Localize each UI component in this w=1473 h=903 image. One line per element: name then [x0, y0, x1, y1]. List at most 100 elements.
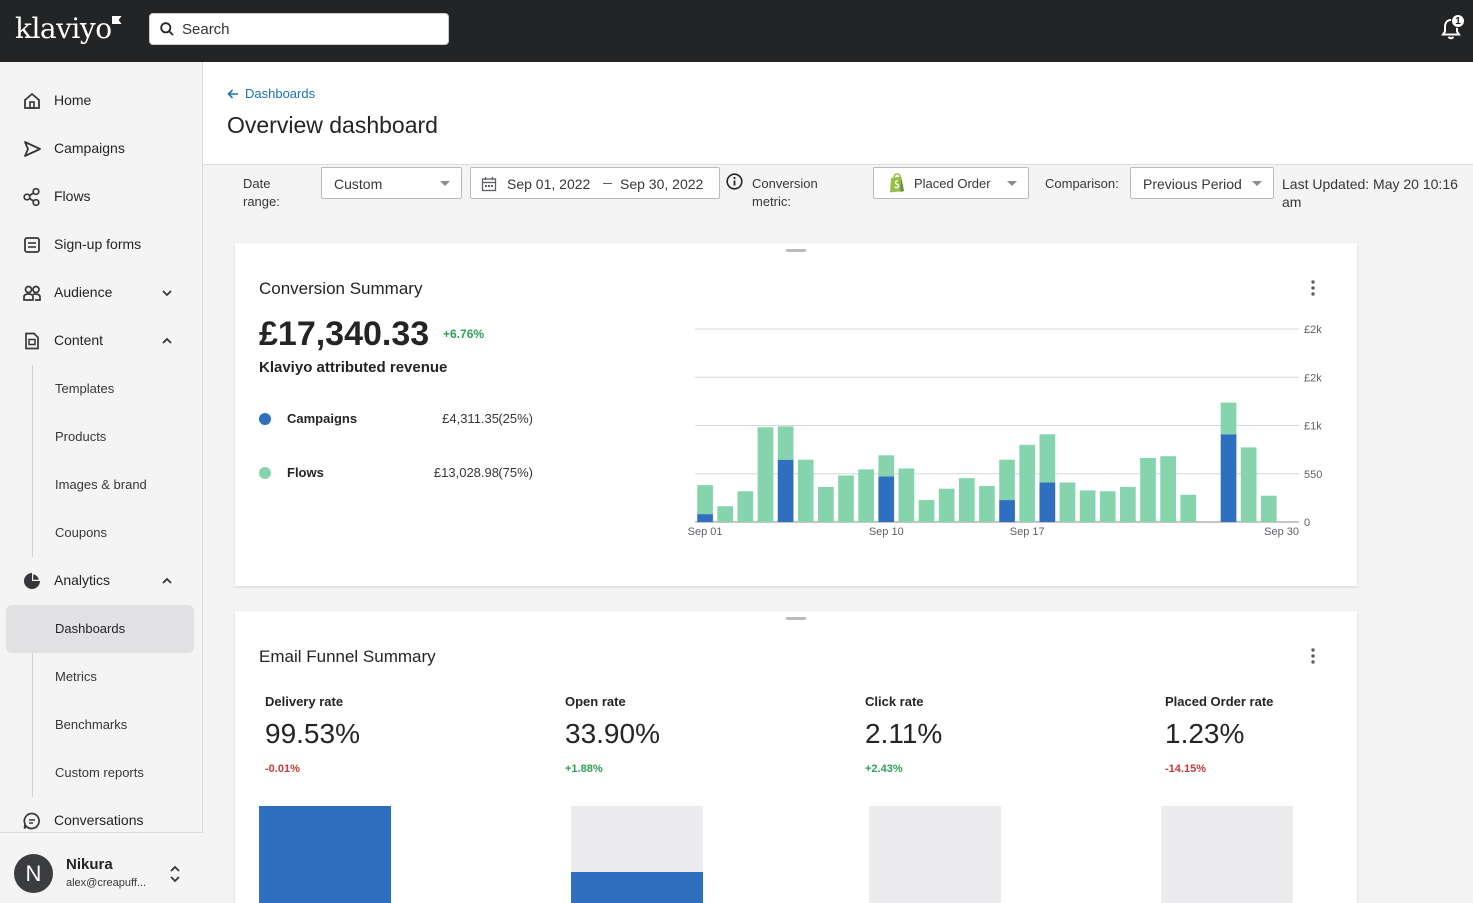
conversion-metric-select[interactable]: Placed Order [873, 167, 1029, 199]
user-name: Nikura [66, 856, 113, 873]
chevron-down-icon[interactable] [160, 286, 174, 300]
bar-segment-flows [1079, 490, 1096, 522]
sidebar-item-label: Home [54, 92, 92, 108]
chevron-up-down-icon[interactable] [168, 863, 182, 885]
sidebar-subitem-metrics[interactable]: Metrics [0, 653, 203, 701]
sidebar-subitem-label: Dashboards [55, 621, 126, 636]
people-icon [23, 285, 41, 301]
chevron-up-icon[interactable] [160, 334, 174, 348]
y-tick-label: £1k [1304, 421, 1322, 433]
more-options-icon[interactable] [1308, 279, 1318, 297]
sidebar-subitem-coupons[interactable]: Coupons [0, 509, 203, 557]
legend-percent: (75%) [498, 465, 533, 480]
sidebar-subitem-products[interactable]: Products [0, 413, 203, 461]
sidebar-subitem-label: Coupons [55, 525, 108, 540]
drag-handle[interactable] [786, 617, 806, 620]
sidebar-item-campaigns[interactable]: Campaigns [0, 125, 203, 173]
bar-segment-flows [1039, 434, 1056, 483]
sidebar-item-audience[interactable]: Audience [0, 269, 203, 317]
bar-segment-flows [1220, 402, 1237, 435]
sidebar-subitem-custom-reports[interactable]: Custom reports [0, 749, 203, 797]
shopify-icon [890, 173, 904, 193]
flow-icon [23, 187, 40, 207]
pie-chart-icon [24, 572, 41, 589]
drag-handle[interactable] [786, 249, 806, 252]
bar-segment-flows [757, 427, 774, 522]
funnel-bar-delivery [259, 806, 391, 903]
metric-label: Placed Order rate [1165, 694, 1274, 709]
x-tick-label: Sep 17 [1010, 526, 1045, 538]
bar-segment-flows [999, 459, 1015, 501]
notification-count-badge: 1 [1451, 14, 1465, 28]
sidebar-item-conversations[interactable]: Conversations [0, 797, 203, 845]
breadcrumb-link[interactable]: Dashboards [245, 86, 316, 101]
search-input[interactable] [182, 14, 442, 44]
sidebar-item-label: Sign-up forms [54, 236, 142, 252]
sidebar-item-analytics[interactable]: Analytics [0, 557, 203, 605]
home-icon [24, 92, 40, 109]
date-range-select[interactable]: Custom [321, 167, 462, 199]
metric-label: Delivery rate [265, 694, 344, 709]
conversion-metric-label: Conversion metric: [752, 176, 818, 209]
sidebar-item-home[interactable]: Home [0, 77, 203, 125]
card-title: Conversion Summary [259, 279, 423, 298]
user-email: alex@creapuff... [66, 877, 147, 889]
sidebar-subitem-label: Benchmarks [55, 717, 128, 732]
breadcrumb[interactable]: Dashboards [227, 86, 315, 101]
sidebar-subitem-templates[interactable]: Templates [0, 365, 203, 413]
sidebar-item-signup-forms[interactable]: Sign-up forms [0, 221, 203, 269]
comparison-select[interactable]: Previous Period [1130, 167, 1274, 199]
x-tick-label: Sep 30 [1264, 526, 1299, 538]
bar-segment-flows [878, 455, 895, 477]
bar-segment-flows [1019, 444, 1036, 522]
legend-name: Flows [287, 465, 324, 480]
chevron-up-icon[interactable] [160, 574, 174, 588]
funnel-bar-fill [571, 872, 703, 903]
metric-delta: +2.43% [865, 763, 903, 775]
chat-icon [23, 812, 40, 830]
metric-delta: +1.88% [565, 763, 603, 775]
bar-segment-campaigns [878, 476, 895, 522]
date-end[interactable]: Sep 30, 2022 [620, 176, 704, 192]
sidebar-subitem-benchmarks[interactable]: Benchmarks [0, 701, 203, 749]
info-icon[interactable] [726, 173, 743, 190]
sidebar-item-label: Flows [54, 188, 91, 204]
funnel-bar-fill [259, 806, 391, 903]
content-subnav-line [32, 365, 33, 557]
date-separator [603, 183, 612, 184]
metric-delta: -0.01% [265, 763, 300, 775]
revenue-bar-chart: 0 550 £1k £2k £2k Sep 01 Sep 10 Sep 17 Sep 30 [688, 324, 1323, 538]
sidebar-subitem-images-brand[interactable]: Images & brand [0, 461, 203, 509]
date-picker[interactable]: Sep 01, 2022 Sep 30, 2022 [470, 167, 720, 199]
y-tick-label: £2k [1304, 372, 1322, 384]
more-options-icon[interactable] [1308, 647, 1318, 665]
comparison-value: Previous Period [1143, 176, 1242, 192]
sidebar-item-flows[interactable]: Flows [0, 173, 203, 221]
sidebar-item-label: Analytics [54, 572, 111, 588]
bar-segment-flows [838, 475, 854, 522]
sidebar-item-label: Conversations [54, 812, 144, 828]
bar-segment-flows [737, 491, 754, 522]
bar-segment-flows [797, 459, 814, 522]
sidebar-subitem-label: Custom reports [55, 765, 144, 780]
bar-segment-flows [777, 426, 794, 460]
funnel-bar-open [571, 806, 703, 903]
klaviyo-logo[interactable]: klaviyo [15, 12, 122, 45]
legend-dot [259, 413, 271, 425]
date-start[interactable]: Sep 01, 2022 [507, 176, 591, 192]
page-header: Dashboards Overview dashboard [203, 62, 1473, 165]
x-tick-label: Sep 10 [869, 526, 904, 538]
bar-segment-flows [1260, 495, 1277, 522]
sidebar-item-label: Audience [54, 284, 113, 300]
date-range-label: Date range: [243, 176, 280, 209]
send-icon [24, 141, 41, 157]
bar-segment-campaigns [777, 459, 794, 522]
sidebar-subitem-label: Images & brand [55, 477, 147, 492]
bar-segment-flows [1059, 482, 1076, 522]
sidebar-subitem-dashboards[interactable]: Dashboards [0, 605, 203, 653]
user-account-menu[interactable]: N Nikura alex@creapuff... [0, 832, 203, 903]
calendar-icon [481, 177, 497, 192]
search-box[interactable] [149, 13, 449, 45]
sidebar-item-content[interactable]: Content [0, 317, 203, 365]
bar-segment-flows [1120, 486, 1136, 522]
